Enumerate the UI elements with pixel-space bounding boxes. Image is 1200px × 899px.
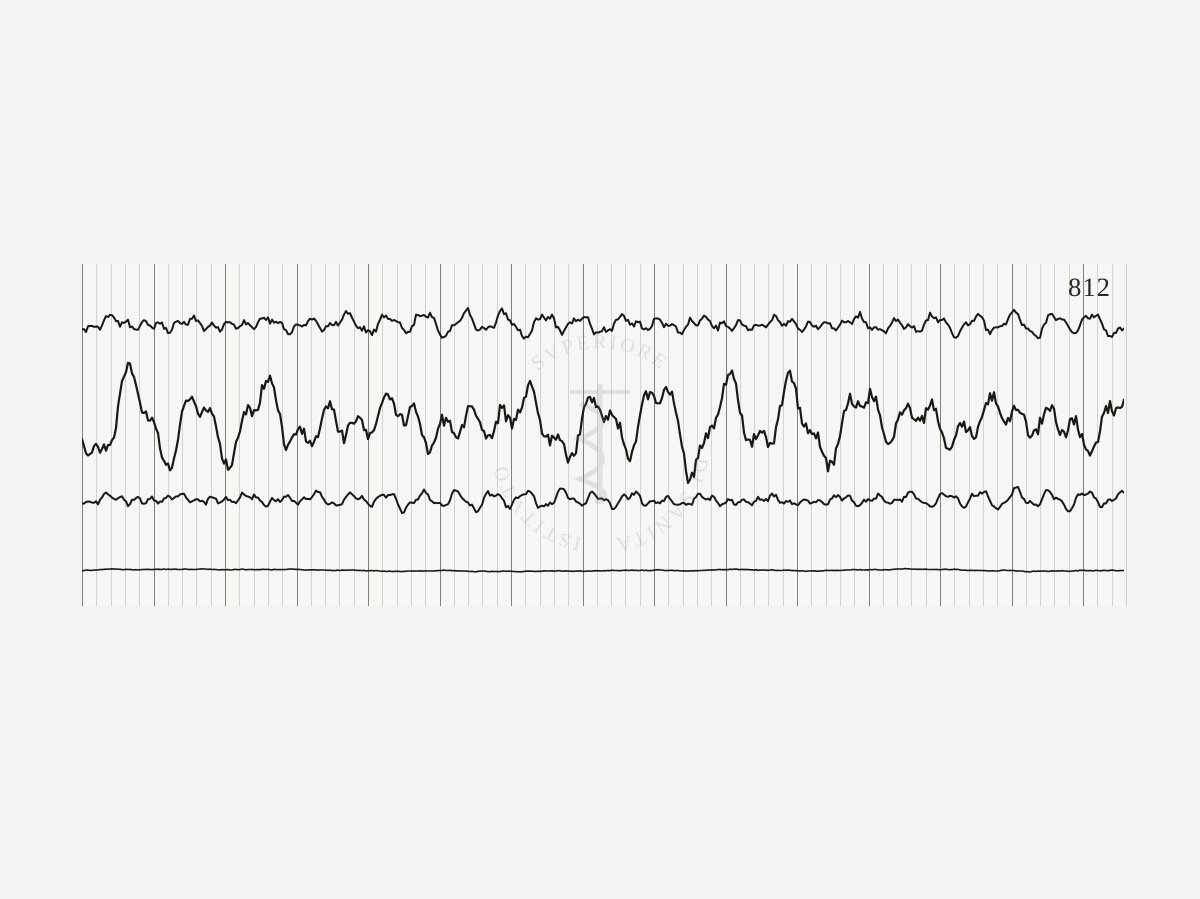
record-number-label: 812 (1068, 272, 1111, 303)
channel-2-trace (82, 363, 1124, 483)
channel-3-trace (82, 487, 1124, 513)
strip-chart-panel: 812 (82, 264, 1124, 606)
grid-line (1126, 264, 1127, 606)
channel-1-trace (82, 308, 1124, 339)
page-canvas: 812 SVPERIOREDI SANITAISTITVTO (0, 0, 1200, 899)
waveform-traces (82, 264, 1124, 606)
baseline-trace (82, 569, 1124, 572)
